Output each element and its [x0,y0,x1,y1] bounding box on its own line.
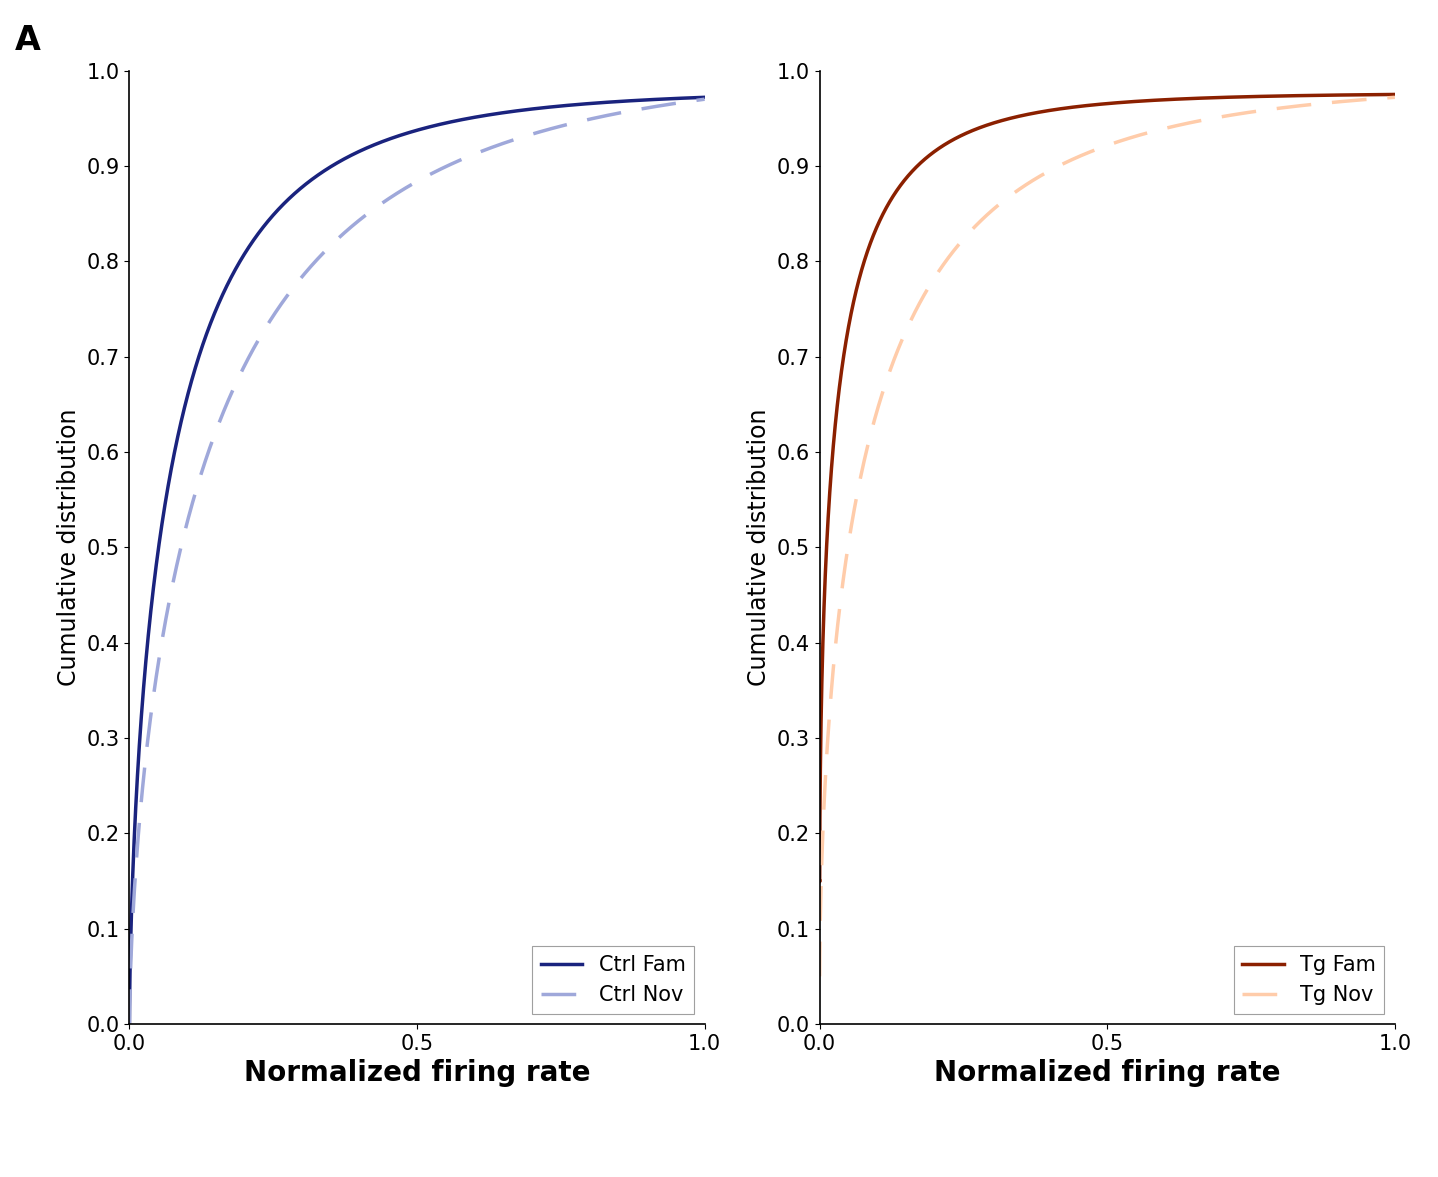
Tg Nov [1330,95,1347,109]
Ctrl Nov [654,98,672,112]
Line: Tg Fam: Tg Fam [820,94,1395,882]
X-axis label: Normalized firing rate: Normalized firing rate [244,1059,590,1088]
Line: Ctrl Fam: Ctrl Fam [129,98,705,1024]
Tg Nov [1089,142,1106,157]
Tg Nov [1209,111,1227,125]
Tg Fam [923,146,940,160]
Text: A: A [14,24,40,56]
Tg Fam [811,875,828,889]
Tg Nov [811,969,828,983]
Tg Fam [1386,87,1403,101]
Tg Fam [1089,98,1106,112]
Legend: Tg Fam, Tg Nov: Tg Fam, Tg Nov [1234,946,1385,1013]
Tg Fam [1330,88,1347,102]
Ctrl Nov [519,128,536,142]
Tg Nov [1386,91,1403,105]
Ctrl Nov [696,92,713,106]
Ctrl Fam [654,92,672,106]
Tg Nov [1345,93,1362,107]
Ctrl Fam [659,92,676,106]
Tg Fam [1345,88,1362,102]
Ctrl Fam [640,93,657,107]
Tg Fam [811,873,828,887]
Tg Nov [923,274,940,288]
Ctrl Nov [233,364,250,378]
Tg Fam [1209,91,1227,105]
Ctrl Fam [233,251,250,265]
Ctrl Nov [659,98,676,112]
Line: Tg Nov: Tg Nov [820,98,1395,976]
Y-axis label: Cumulative distribution: Cumulative distribution [748,408,771,686]
Ctrl Nov [640,101,657,115]
Ctrl Nov [398,180,416,194]
X-axis label: Normalized firing rate: Normalized firing rate [935,1059,1280,1088]
Ctrl Fam [696,91,713,105]
Tg Fam [1349,88,1366,102]
Tg Nov [1349,93,1366,107]
Y-axis label: Cumulative distribution: Cumulative distribution [58,408,81,686]
Ctrl Fam [398,126,416,140]
Ctrl Fam [519,102,536,117]
Line: Ctrl Nov: Ctrl Nov [129,99,705,1024]
Ctrl Nov [121,1017,138,1031]
Ctrl Fam [121,1017,138,1031]
Legend: Ctrl Fam, Ctrl Nov: Ctrl Fam, Ctrl Nov [532,946,695,1013]
